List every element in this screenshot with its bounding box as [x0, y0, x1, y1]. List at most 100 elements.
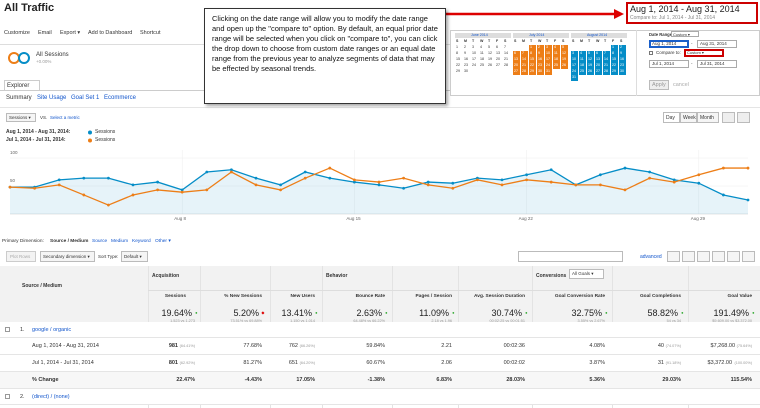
- day[interactable]: 25: [480, 63, 484, 67]
- day[interactable]: 1: [456, 45, 458, 49]
- compare-start[interactable]: Jul 1, 2014: [652, 61, 675, 66]
- day[interactable]: 24: [546, 63, 550, 67]
- day[interactable]: 20: [514, 63, 518, 67]
- day[interactable]: 6: [496, 45, 498, 49]
- mode-select[interactable]: Custom ▾: [673, 31, 690, 37]
- day[interactable]: 15: [612, 57, 616, 61]
- toolbar-button[interactable]: Add to Dashboard: [88, 30, 133, 36]
- apply-button[interactable]: Apply: [652, 81, 666, 88]
- day[interactable]: 10: [472, 51, 476, 55]
- toolbar-button[interactable]: Shortcut: [140, 30, 161, 36]
- compare-end[interactable]: Jul 31, 2014: [700, 61, 725, 66]
- subtab[interactable]: Ecommerce: [104, 95, 137, 101]
- dimension-option[interactable]: Medium: [111, 239, 129, 244]
- day[interactable]: 22: [530, 63, 534, 67]
- day[interactable]: 1: [530, 45, 532, 49]
- day[interactable]: 20: [596, 63, 600, 67]
- day[interactable]: 22: [612, 63, 616, 67]
- select-metric[interactable]: Select a metric: [50, 114, 80, 120]
- toolbar-button[interactable]: Export ▾: [60, 30, 81, 36]
- day[interactable]: 7: [522, 51, 524, 55]
- day[interactable]: 17: [546, 57, 550, 61]
- day[interactable]: 26: [488, 63, 492, 67]
- day[interactable]: 2: [464, 45, 466, 49]
- day[interactable]: 19: [588, 63, 592, 67]
- day[interactable]: 29: [612, 69, 616, 73]
- dimension-option[interactable]: Source: [92, 239, 108, 244]
- day[interactable]: 28: [504, 63, 508, 67]
- end-date[interactable]: Aug 31, 2014: [700, 41, 727, 46]
- day[interactable]: 4: [580, 51, 582, 55]
- day[interactable]: 3: [472, 45, 474, 49]
- day[interactable]: 9: [464, 51, 466, 55]
- day[interactable]: 30: [538, 69, 542, 73]
- day[interactable]: 12: [488, 51, 492, 55]
- column-header[interactable]: Goal Completions: [639, 294, 681, 299]
- row-name[interactable]: google / organic: [32, 327, 72, 333]
- start-date[interactable]: Aug 1, 2014: [652, 41, 677, 46]
- day[interactable]: 16: [538, 57, 542, 61]
- subtab[interactable]: Summary: [6, 95, 32, 101]
- day[interactable]: 23: [538, 63, 542, 67]
- day[interactable]: 11: [554, 51, 558, 55]
- day[interactable]: 6: [596, 51, 598, 55]
- day[interactable]: 15: [530, 57, 534, 61]
- day[interactable]: 5: [488, 45, 490, 49]
- day[interactable]: 3: [546, 45, 548, 49]
- advanced-link[interactable]: advanced: [640, 253, 662, 260]
- day[interactable]: 30: [620, 69, 624, 73]
- metric-select[interactable]: Sessions ▾: [9, 114, 31, 120]
- toolbar-button[interactable]: Customize: [4, 30, 30, 36]
- day[interactable]: 5: [588, 51, 590, 55]
- day[interactable]: 15: [456, 57, 460, 61]
- day[interactable]: 11: [480, 51, 484, 55]
- day[interactable]: 27: [596, 69, 600, 73]
- day[interactable]: 9: [620, 51, 622, 55]
- day[interactable]: 12: [588, 57, 592, 61]
- column-header[interactable]: Goal Value: [727, 294, 752, 299]
- day[interactable]: 31: [546, 69, 550, 73]
- day[interactable]: 21: [522, 63, 526, 67]
- column-header[interactable]: Goal Conversion Rate: [554, 294, 605, 299]
- dimension-option[interactable]: Other ▾: [155, 239, 171, 244]
- day[interactable]: 5: [562, 45, 564, 49]
- day[interactable]: 3: [572, 51, 574, 55]
- day[interactable]: 1: [612, 45, 614, 49]
- granularity[interactable]: Day: [666, 114, 675, 121]
- day[interactable]: 7: [504, 45, 506, 49]
- granularity[interactable]: Week: [683, 114, 696, 121]
- day[interactable]: 11: [580, 57, 584, 61]
- column-header[interactable]: % New Sessions: [224, 294, 262, 299]
- date-range[interactable]: Aug 1, 2014 - Aug 31, 2014: [630, 4, 740, 14]
- day[interactable]: 8: [530, 51, 532, 55]
- day[interactable]: 18: [580, 63, 584, 67]
- day[interactable]: 24: [472, 63, 476, 67]
- subtab[interactable]: Site Usage: [37, 95, 67, 101]
- subtab[interactable]: Goal Set 1: [71, 95, 100, 101]
- day[interactable]: 31: [572, 75, 576, 79]
- day[interactable]: 10: [572, 57, 576, 61]
- day[interactable]: 23: [620, 63, 624, 67]
- granularity[interactable]: Month: [700, 114, 714, 121]
- day[interactable]: 13: [596, 57, 600, 61]
- day[interactable]: 6: [514, 51, 516, 55]
- day[interactable]: 14: [504, 51, 508, 55]
- day[interactable]: 28: [604, 69, 608, 73]
- toolbar-button[interactable]: Email: [38, 30, 52, 36]
- day[interactable]: 14: [522, 57, 526, 61]
- row-name[interactable]: (direct) / (none): [32, 394, 70, 400]
- day[interactable]: 2: [620, 45, 622, 49]
- day[interactable]: 7: [604, 51, 606, 55]
- day[interactable]: 19: [562, 57, 566, 61]
- day[interactable]: 12: [562, 51, 566, 55]
- day[interactable]: 27: [514, 69, 518, 73]
- dimension-option[interactable]: Source / Medium: [50, 239, 89, 244]
- day[interactable]: 4: [480, 45, 482, 49]
- day[interactable]: 9: [538, 51, 540, 55]
- column-header[interactable]: Pages / Session: [415, 294, 452, 299]
- plot-rows[interactable]: Plot Rows: [10, 253, 31, 259]
- day[interactable]: 26: [562, 63, 566, 67]
- day[interactable]: 25: [580, 69, 584, 73]
- compare-select[interactable]: Custom ▾: [687, 50, 704, 55]
- day[interactable]: 14: [604, 57, 608, 61]
